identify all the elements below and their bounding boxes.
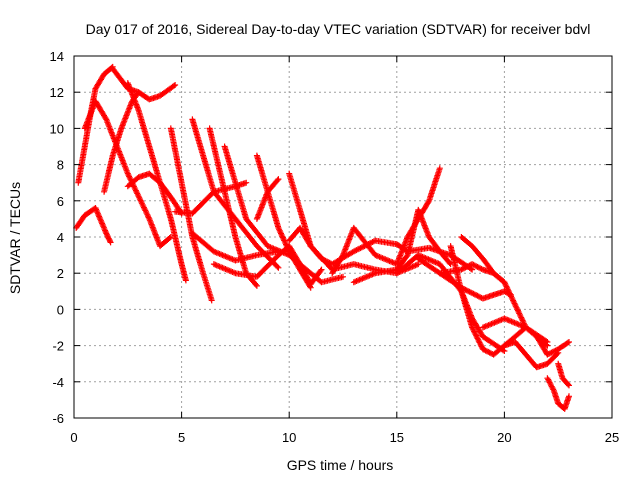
- data-point: [252, 281, 259, 288]
- data-point: [474, 335, 481, 342]
- data-point: [554, 350, 561, 357]
- data-point: [170, 82, 177, 89]
- data-point: [566, 393, 572, 400]
- data-point: [415, 261, 422, 268]
- x-tick-label: 25: [605, 430, 619, 445]
- data-point: [274, 263, 281, 270]
- data-point: [243, 179, 250, 186]
- data-point: [425, 199, 432, 206]
- data-point: [307, 283, 313, 290]
- data-point: [307, 284, 314, 291]
- data-series: [479, 315, 572, 358]
- data-point: [565, 381, 571, 388]
- y-axis-label: SDTVAR / TECUs: [7, 182, 23, 294]
- data-point: [107, 239, 114, 246]
- data-point: [566, 339, 572, 345]
- data-point: [469, 266, 476, 273]
- data-point: [172, 82, 179, 88]
- chart-title: Day 017 of 2016, Sidereal Day-to-day VTE…: [86, 21, 591, 37]
- y-tick-label: -6: [52, 411, 64, 426]
- data-series: [206, 125, 260, 289]
- x-tick-label: 15: [390, 430, 404, 445]
- data-series: [101, 89, 142, 195]
- data-markers: [73, 63, 572, 412]
- data-series: [544, 375, 572, 412]
- data-point: [548, 349, 555, 356]
- data-point: [477, 340, 484, 347]
- y-tick-label: 6: [57, 194, 64, 209]
- data-series: [329, 165, 443, 277]
- y-tick-label: 8: [57, 158, 64, 173]
- data-point: [275, 264, 282, 271]
- data-series: [350, 206, 454, 286]
- data-point: [317, 267, 324, 274]
- data-series: [253, 176, 282, 222]
- data-point: [472, 331, 479, 338]
- data-series: [501, 339, 562, 371]
- data-point: [208, 297, 215, 304]
- data-point: [465, 288, 472, 295]
- data-point: [275, 176, 282, 183]
- data-series: [124, 170, 185, 217]
- grid: [74, 56, 612, 418]
- y-tick-label: 12: [50, 85, 64, 100]
- data-point: [469, 325, 476, 332]
- data-point: [566, 382, 572, 389]
- data-point: [564, 339, 571, 346]
- data-series: [221, 143, 346, 286]
- y-tick-label: -2: [52, 339, 64, 354]
- data-point: [182, 277, 189, 284]
- data-point: [501, 348, 508, 354]
- y-tick-label: 10: [50, 121, 64, 136]
- x-axis-label: GPS time / hours: [287, 457, 394, 473]
- data-point: [253, 282, 260, 289]
- data-point: [544, 342, 551, 349]
- data-point: [340, 273, 346, 280]
- y-tick-label: 2: [57, 266, 64, 281]
- data-point: [436, 165, 443, 172]
- data-point: [274, 177, 281, 184]
- data-series: [167, 125, 215, 304]
- data-point: [318, 266, 325, 273]
- data-series: [109, 65, 179, 103]
- x-tick-label: 5: [178, 430, 185, 445]
- x-tick-label: 20: [497, 430, 511, 445]
- y-tick-label: -4: [52, 375, 64, 390]
- y-tick-label: 4: [57, 230, 64, 245]
- x-tick-label: 0: [70, 430, 77, 445]
- data-point: [403, 253, 410, 260]
- data-point: [279, 233, 286, 240]
- axis-ticks: 0 5 10 15 20 25 -6 -4 -2 0 2 4 6 8 10 12 14: [50, 49, 620, 445]
- data-point: [477, 294, 484, 301]
- data-series: [73, 205, 114, 246]
- x-tick-label: 10: [282, 430, 296, 445]
- data-point: [283, 241, 289, 248]
- data-point: [470, 290, 477, 297]
- y-tick-label: 0: [57, 302, 64, 317]
- data-series: [555, 360, 572, 389]
- y-tick-label: 14: [50, 49, 64, 64]
- data-point: [166, 235, 173, 241]
- data-point: [482, 347, 489, 354]
- data-point: [555, 349, 562, 356]
